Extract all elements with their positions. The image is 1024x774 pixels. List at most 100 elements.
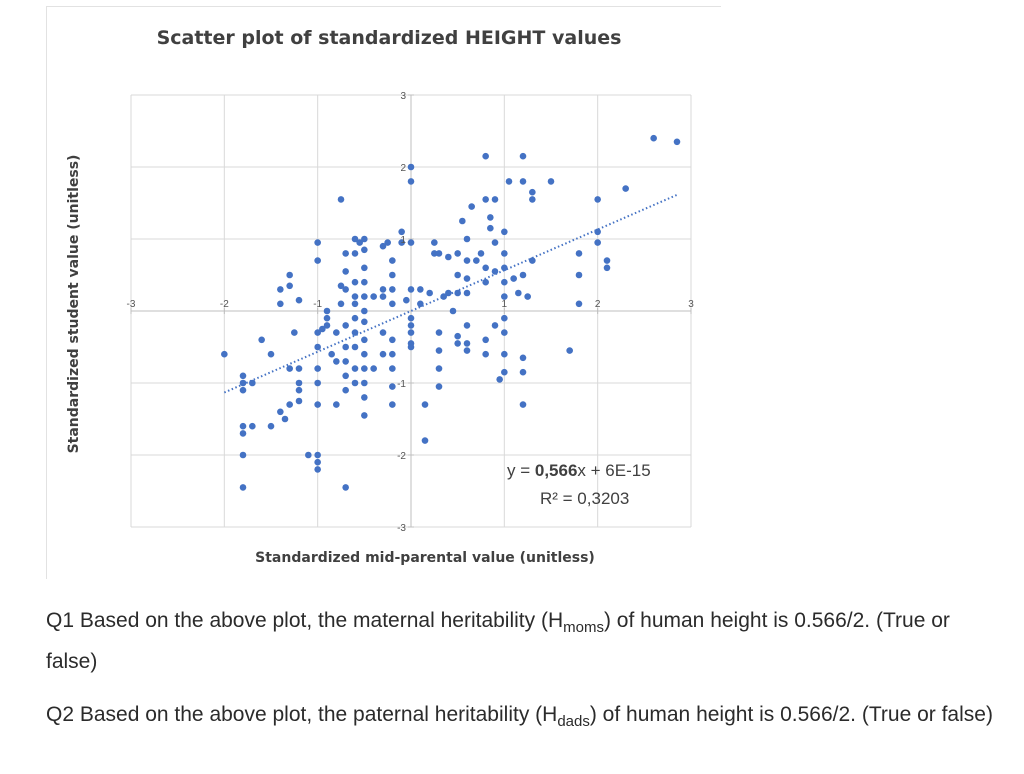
data-point <box>351 314 359 322</box>
data-point <box>454 340 461 347</box>
data-point <box>389 300 396 308</box>
data-point <box>407 343 415 351</box>
data-point <box>379 293 387 300</box>
data-point <box>421 401 429 408</box>
y-tick-label: 2 <box>400 163 406 174</box>
data-point <box>445 253 452 261</box>
data-point <box>421 437 429 444</box>
data-point <box>342 250 349 257</box>
data-point <box>482 278 489 286</box>
data-point <box>239 379 247 387</box>
data-point <box>529 257 536 264</box>
data-point <box>286 282 293 290</box>
data-point <box>491 196 499 203</box>
x-tick-label: -3 <box>127 299 136 310</box>
data-point <box>454 332 461 340</box>
chart-title: Scatter plot of standardized HEIGHT valu… <box>157 27 622 49</box>
data-point <box>454 250 461 257</box>
data-point <box>342 358 349 365</box>
data-point <box>501 368 508 376</box>
data-point <box>463 257 471 264</box>
data-point <box>351 235 359 243</box>
data-point <box>295 386 303 394</box>
data-point <box>673 138 681 146</box>
question-1-suffix: ) of human height is 0.566/2. (True or f… <box>46 609 950 673</box>
data-point <box>239 386 247 394</box>
data-point <box>505 178 513 185</box>
data-point <box>249 379 256 387</box>
data-point <box>407 322 415 329</box>
data-point <box>333 358 340 365</box>
data-point <box>594 228 601 236</box>
data-points-layer <box>221 134 681 491</box>
data-point <box>463 340 471 347</box>
y-axis-title: Standardized student value (unitless) <box>66 155 82 454</box>
data-point <box>379 329 387 336</box>
data-point <box>417 286 424 293</box>
data-point <box>435 383 443 390</box>
data-point <box>407 329 415 336</box>
data-point <box>454 271 461 279</box>
data-point <box>314 257 321 264</box>
data-point <box>351 379 359 387</box>
question-1-prefix: Q1 Based on the above plot, the maternal… <box>46 609 564 632</box>
data-point <box>529 196 536 203</box>
x-tick-label: 1 <box>502 299 508 310</box>
data-point <box>417 300 424 308</box>
data-point <box>361 264 368 272</box>
data-point <box>519 401 527 408</box>
data-point <box>361 246 368 254</box>
x-tick-label: -1 <box>313 299 322 310</box>
data-point <box>379 286 387 293</box>
y-tick-label: -3 <box>397 523 406 534</box>
data-point <box>281 415 289 423</box>
x-tick-label: 2 <box>595 299 601 310</box>
data-point <box>435 329 443 336</box>
data-point <box>277 300 284 308</box>
data-point <box>603 264 611 272</box>
data-point <box>482 196 489 203</box>
x-tick-label: 3 <box>688 299 694 310</box>
data-point <box>342 372 349 380</box>
data-point <box>407 163 415 171</box>
data-point <box>361 235 368 243</box>
data-point <box>277 408 284 416</box>
data-point <box>314 239 321 246</box>
data-point <box>575 300 583 308</box>
data-point <box>351 329 359 336</box>
data-point <box>435 347 443 354</box>
data-point <box>295 397 303 405</box>
question-2-subscript: dads <box>557 713 590 730</box>
data-point <box>594 239 601 246</box>
data-point <box>351 365 359 372</box>
data-point <box>501 228 508 236</box>
data-point <box>314 329 321 336</box>
data-point <box>515 289 522 297</box>
data-point <box>277 286 284 293</box>
data-point <box>314 379 321 387</box>
data-point <box>361 278 368 286</box>
data-point <box>319 325 326 333</box>
data-point <box>389 286 396 293</box>
data-point <box>519 368 527 376</box>
data-point <box>267 350 275 358</box>
data-point <box>603 257 611 264</box>
data-point <box>361 394 368 401</box>
data-point <box>389 383 396 390</box>
data-point <box>370 293 377 300</box>
data-point <box>342 268 349 275</box>
data-point <box>337 300 345 308</box>
data-point <box>491 268 499 275</box>
data-point <box>463 275 471 282</box>
data-point <box>501 314 508 322</box>
data-point <box>622 185 629 192</box>
data-point <box>337 196 345 203</box>
data-point <box>384 239 391 246</box>
data-point <box>501 329 508 336</box>
data-point <box>463 289 471 297</box>
data-point <box>435 250 443 257</box>
equation-prefix: y = <box>507 461 535 480</box>
equation-slope: 0,566 <box>535 461 578 480</box>
data-point <box>510 275 517 282</box>
data-point <box>342 322 349 329</box>
